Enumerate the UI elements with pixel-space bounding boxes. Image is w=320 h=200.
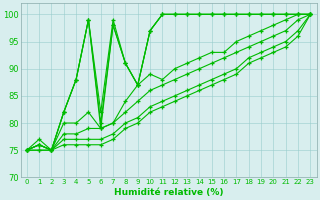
X-axis label: Humidité relative (%): Humidité relative (%) — [114, 188, 223, 197]
